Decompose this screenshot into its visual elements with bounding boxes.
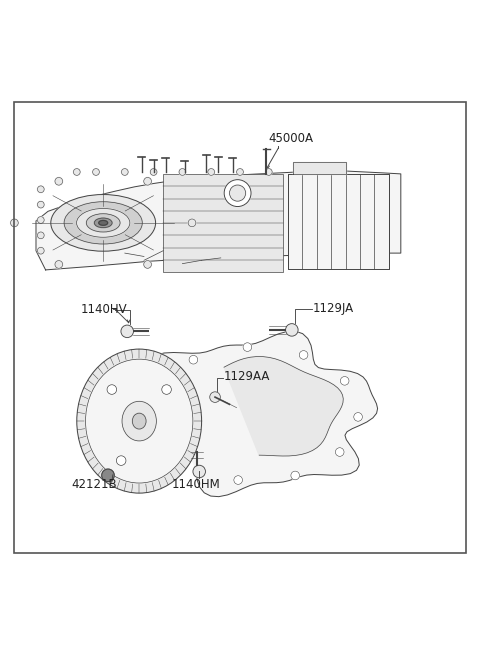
Circle shape [193, 465, 205, 477]
Circle shape [224, 179, 251, 206]
Circle shape [243, 343, 252, 352]
Circle shape [265, 168, 272, 176]
Circle shape [144, 178, 152, 185]
Circle shape [229, 185, 246, 201]
Text: 1129JA: 1129JA [313, 302, 354, 315]
Text: 45000A: 45000A [269, 132, 314, 145]
Circle shape [121, 325, 133, 337]
Ellipse shape [122, 402, 156, 441]
Circle shape [121, 168, 128, 176]
Circle shape [73, 168, 80, 176]
Circle shape [286, 324, 298, 336]
Polygon shape [224, 356, 343, 456]
Ellipse shape [86, 214, 120, 232]
Circle shape [340, 377, 349, 385]
Ellipse shape [94, 218, 112, 228]
Ellipse shape [64, 202, 142, 244]
Circle shape [37, 217, 44, 223]
Polygon shape [293, 162, 346, 174]
Circle shape [354, 413, 362, 421]
Circle shape [116, 456, 126, 466]
Circle shape [179, 168, 186, 176]
Circle shape [150, 168, 157, 176]
Circle shape [299, 350, 308, 359]
Text: 42121B: 42121B [71, 478, 117, 491]
Circle shape [210, 392, 220, 402]
Bar [288, 174, 389, 269]
Ellipse shape [99, 221, 108, 225]
Ellipse shape [132, 413, 146, 429]
Circle shape [237, 168, 243, 176]
Bar [163, 174, 283, 272]
Circle shape [189, 356, 198, 364]
Circle shape [93, 168, 99, 176]
Circle shape [144, 261, 151, 269]
Text: 1129AA: 1129AA [224, 371, 270, 383]
Circle shape [55, 178, 63, 185]
Circle shape [102, 469, 114, 481]
Circle shape [55, 261, 62, 269]
Circle shape [336, 448, 344, 457]
Ellipse shape [77, 349, 202, 493]
Polygon shape [149, 331, 378, 496]
Circle shape [37, 186, 44, 193]
Circle shape [107, 384, 117, 394]
Circle shape [162, 384, 171, 394]
Ellipse shape [85, 359, 193, 483]
Circle shape [37, 201, 44, 208]
Polygon shape [36, 171, 401, 270]
Circle shape [208, 168, 215, 176]
Circle shape [11, 219, 18, 227]
Circle shape [37, 248, 44, 254]
Circle shape [291, 471, 300, 480]
Text: 1140HM: 1140HM [172, 478, 221, 491]
Circle shape [37, 232, 44, 238]
Ellipse shape [51, 195, 156, 251]
Ellipse shape [77, 208, 130, 237]
Circle shape [188, 219, 196, 227]
Text: 1140HV: 1140HV [81, 303, 127, 316]
Circle shape [234, 476, 242, 484]
